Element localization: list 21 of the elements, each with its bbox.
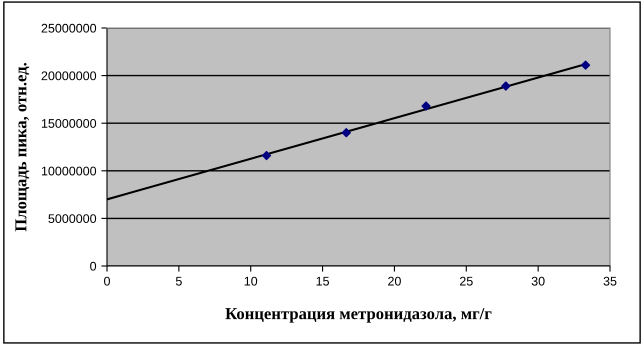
y-tick-label: 25000000: [42, 24, 96, 33]
x-axis-title: Концентрация метронидазола, мг/г: [225, 308, 492, 323]
y-tick-label: 5000000: [48, 214, 96, 224]
y-tick-label: 0: [90, 262, 96, 271]
x-tick-label: 0: [104, 276, 110, 286]
y-tick-label: 20000000: [42, 71, 96, 80]
point: [421, 101, 431, 111]
x-tick-label: 10: [244, 276, 258, 286]
point: [262, 150, 272, 160]
x-tick-label: 35: [604, 276, 616, 286]
point: [501, 81, 510, 91]
point: [342, 128, 351, 138]
y-axis-title: Площадь пика, отн.ед.: [15, 62, 30, 232]
x-tick-label: 20: [388, 276, 401, 286]
y-tick-label: 10000000: [42, 166, 96, 176]
x-tick-label: 25: [460, 276, 473, 286]
x-tick-label: 5: [176, 276, 182, 286]
x-tick-label: 15: [316, 276, 329, 286]
point: [580, 60, 590, 70]
x-tick-label: 30: [532, 276, 545, 286]
y-tick-label: 15000000: [42, 119, 96, 128]
